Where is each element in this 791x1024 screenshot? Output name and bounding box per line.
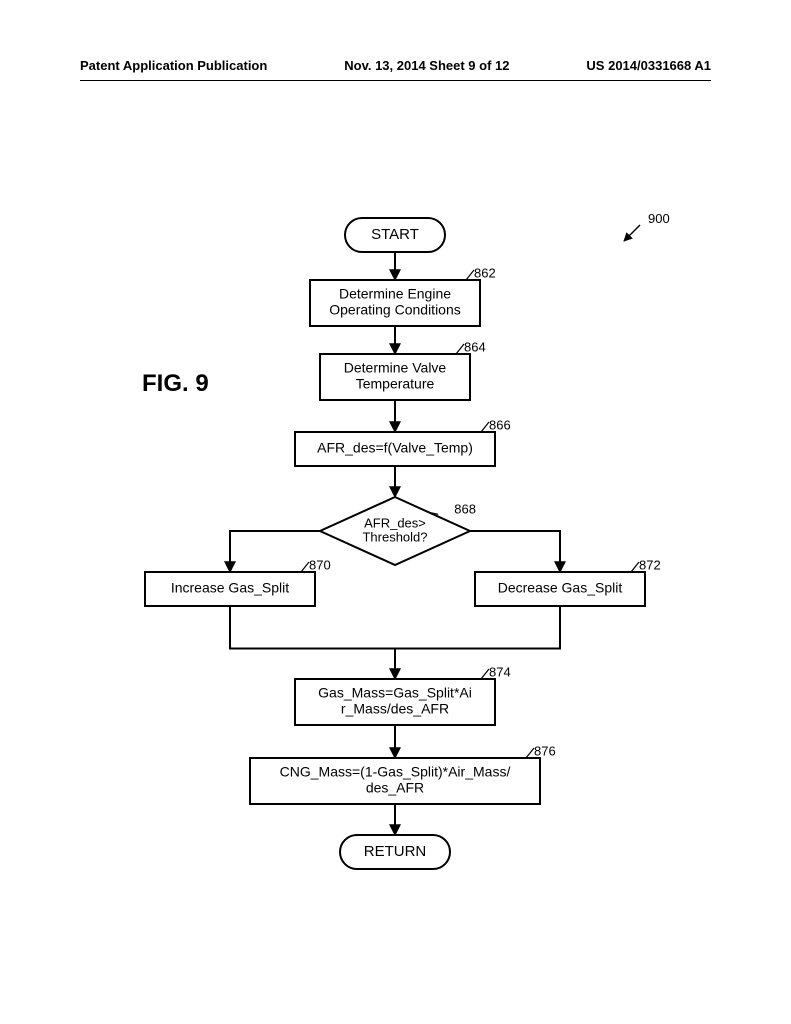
figure-ref: 900 [648, 211, 670, 226]
page: Patent Application Publication Nov. 13, … [0, 0, 791, 1024]
node-n864: Determine ValveTemperature 864 [320, 339, 486, 400]
node-n872: Decrease Gas_Split 872 [475, 557, 661, 606]
node-n874: Gas_Mass=Gas_Split*Air_Mass/des_AFR 874 [295, 664, 511, 725]
ref-number: 866 [489, 417, 511, 432]
ref-number: 874 [489, 664, 511, 679]
ref-number: 868 [454, 502, 476, 517]
ref-number: 870 [309, 557, 331, 572]
node-n862: Determine EngineOperating Conditions 862 [310, 265, 496, 326]
node-text: AFR_des=f(Valve_Temp) [317, 440, 473, 456]
node-n866: AFR_des=f(Valve_Temp) 866 [295, 417, 511, 466]
node-text: START [371, 226, 419, 243]
edge [230, 606, 395, 679]
edge [470, 531, 560, 572]
flowchart: START Determine EngineOperating Condition… [0, 0, 791, 1024]
ref-number: 872 [639, 557, 661, 572]
node-text: Gas_Mass=Gas_Split*Ai [318, 685, 472, 701]
node-text: Decrease Gas_Split [498, 580, 623, 596]
node-return: RETURN [340, 835, 450, 869]
node-text: CNG_Mass=(1-Gas_Split)*Air_Mass/ [280, 764, 511, 780]
node-text: des_AFR [366, 780, 424, 796]
ref-number: 864 [464, 339, 486, 354]
node-text: Temperature [356, 376, 435, 392]
node-n868: AFR_des>Threshold? 868 [320, 497, 476, 565]
node-text: Threshold? [362, 529, 427, 544]
edge [395, 606, 560, 649]
node-n870: Increase Gas_Split 870 [145, 557, 331, 606]
node-text: r_Mass/des_AFR [341, 701, 449, 717]
node-text: Increase Gas_Split [171, 580, 289, 596]
node-text: Determine Valve [344, 360, 447, 376]
ref-number: 876 [534, 743, 556, 758]
node-text: Determine Engine [339, 286, 451, 302]
node-text: Operating Conditions [329, 302, 461, 318]
node-n876: CNG_Mass=(1-Gas_Split)*Air_Mass/des_AFR 8… [250, 743, 556, 804]
node-text: AFR_des> [364, 515, 426, 530]
figure-ref-arrow [624, 225, 640, 241]
ref-number: 862 [474, 265, 496, 280]
node-text: RETURN [364, 843, 427, 860]
node-start: START [345, 218, 445, 252]
